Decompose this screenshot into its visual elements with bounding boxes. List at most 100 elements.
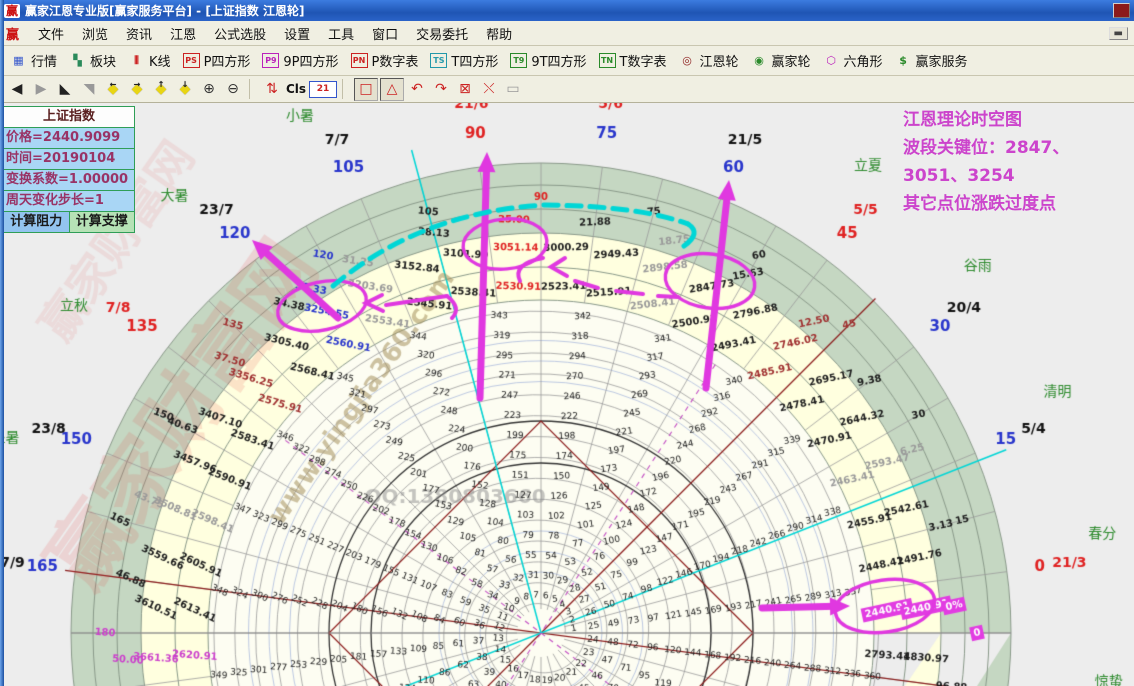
menubar: 赢 文件 浏览 资讯 江恩 公式选股 设置 工具 窗口 交易委托 帮助 ▬ — [0, 21, 1134, 46]
toolbar-button-label: P四方形 — [203, 55, 251, 70]
toolbar-button-dollar[interactable]: $ 赢家服务 — [895, 51, 968, 70]
draw-tool-8[interactable]: ⊕ — [203, 81, 215, 97]
draw-tool-5[interactable]: ◆ → — [126, 79, 148, 100]
annotation-line: 江恩理论时空图 — [903, 110, 1022, 130]
price-field: 价格=2440.9099 — [3, 128, 135, 149]
TN-icon: TN — [598, 53, 616, 68]
minimize-button[interactable]: ▬ — [1108, 26, 1128, 40]
close-icon[interactable] — [1113, 3, 1130, 18]
draw-tool-7[interactable]: ◆ ↓ — [174, 79, 196, 100]
menu-logo-icon: 赢 — [6, 27, 20, 43]
toolbar-button-grid[interactable]: ▦ 行情 — [10, 51, 57, 70]
draw-tool-6[interactable]: ◆ ↑ — [150, 79, 172, 100]
menu-item-7[interactable]: 窗口 — [372, 27, 399, 43]
draw-tool-11[interactable]: ⇅ — [266, 81, 278, 97]
annotation-line: 其它点位涨跌过度点 — [903, 194, 1056, 214]
draw-tool-3[interactable]: ◥ — [83, 81, 95, 97]
hexagon-icon: ⬡ — [826, 54, 836, 67]
grid-icon: ▦ — [13, 54, 24, 67]
toolbar-button-kline[interactable]: ⦀ K线 — [128, 51, 171, 71]
toolbar-button-hexagon[interactable]: ⬡ 六角形 — [823, 51, 883, 70]
arrow-icon: → — [133, 79, 141, 89]
draw-tool-4[interactable]: ◆ ← — [102, 79, 124, 100]
draw-tool-15[interactable]: □ — [354, 77, 378, 101]
menu-item-4[interactable]: 公式选股 — [214, 27, 267, 43]
stock-info-panel: 上证指数 价格=2440.9099 时间=20190104 变换系数=1.000… — [3, 106, 135, 233]
toolbar-button-label: 赢家轮 — [771, 55, 811, 70]
window-left-border — [0, 0, 4, 686]
toolbar-draw: ◀ ▶ ◣ ◥ ◆ ← ◆ → ◆ ↑ ◆ ↓ ⊕ ⊖ ⇅ Cls 21 □ △ ↶ ↷ ⊠ ⤬ ▭ — [0, 76, 1134, 103]
calc-support-button[interactable]: 计算支撑 — [69, 212, 135, 233]
arrow-icon: ← — [109, 79, 117, 89]
coefficient-field: 变换系数=1.00000 — [3, 170, 135, 191]
T9-icon: T9 — [510, 53, 528, 68]
draw-tool-19[interactable]: ⊠ — [459, 81, 471, 97]
toolbar-button-P9[interactable]: P9 9P四方形 — [262, 51, 339, 70]
app-logo-icon: 赢 — [4, 3, 21, 18]
bigwheel-icon: ◉ — [754, 54, 764, 67]
toolbar-button-bigwheel[interactable]: ◉ 赢家轮 — [751, 51, 811, 70]
draw-tool-0[interactable]: ◀ — [11, 81, 23, 97]
draw-tool-9[interactable]: ⊖ — [227, 81, 239, 97]
P9-icon: P9 — [262, 53, 280, 68]
kline-icon: ⦀ — [134, 53, 139, 67]
panel-title: 上证指数 — [3, 106, 135, 128]
arrow-icon: ↓ — [181, 79, 189, 89]
annotation-line: 3051、3254 — [903, 166, 1015, 186]
draw-tool-16[interactable]: △ — [380, 77, 404, 101]
toolbar-button-label: 9P四方形 — [283, 55, 339, 70]
menu-item-5[interactable]: 设置 — [284, 27, 311, 43]
menu-item-9[interactable]: 帮助 — [486, 27, 513, 43]
TS-icon: TS — [430, 53, 448, 68]
dollar-icon: $ — [899, 54, 907, 67]
menu-item-0[interactable]: 文件 — [38, 27, 65, 43]
toolbar-button-label: 赢家服务 — [915, 55, 968, 70]
draw-tool-17[interactable]: ↶ — [411, 81, 423, 97]
draw-tool-2[interactable]: ◣ — [59, 81, 71, 97]
draw-tool-13[interactable]: 21 — [309, 80, 337, 98]
toolbar-button-T9[interactable]: T9 9T四方形 — [510, 51, 587, 70]
toolbar-button-label: 行情 — [31, 55, 58, 70]
window-titlebar[interactable]: 赢 赢家江恩专业版[赢家服务平台] - [上证指数 江恩轮] — [0, 0, 1134, 21]
toolbar-button-label: 江恩轮 — [699, 55, 739, 70]
time-field: 时间=20190104 — [3, 149, 135, 170]
menu-item-6[interactable]: 工具 — [328, 27, 355, 43]
wheel-icon: ◎ — [682, 54, 692, 67]
blocks-icon: ▚ — [73, 54, 82, 67]
draw-tool-21[interactable]: ▭ — [506, 81, 520, 97]
toolbar-separator — [342, 79, 349, 99]
draw-tool-20[interactable]: ⤬ — [483, 81, 495, 97]
PS-icon: PS — [182, 53, 200, 68]
toolbar-button-label: 六角形 — [843, 55, 883, 70]
draw-tool-1[interactable]: ▶ — [35, 81, 47, 97]
toolbar-button-label: T数字表 — [619, 55, 667, 70]
toolbar-button-label: P数字表 — [371, 55, 419, 70]
menu-item-8[interactable]: 交易委托 — [416, 27, 469, 43]
draw-tool-18[interactable]: ↷ — [435, 81, 447, 97]
toolbar-button-blocks[interactable]: ▚ 板块 — [69, 51, 116, 70]
menu-item-2[interactable]: 资讯 — [126, 27, 153, 43]
step-field: 周天变化步长=1 — [3, 191, 135, 212]
draw-tool-12[interactable]: Cls — [285, 82, 307, 96]
menu-item-3[interactable]: 江恩 — [170, 27, 197, 43]
toolbar-button-wheel[interactable]: ◎ 江恩轮 — [679, 51, 739, 70]
toolbar-button-TN[interactable]: TN T数字表 — [598, 51, 667, 70]
toolbar-separator — [249, 79, 256, 99]
toolbar-button-label: 9T四方形 — [531, 55, 587, 70]
annotation-line: 波段关键位：2847、 — [903, 138, 1070, 158]
toolbar-button-label: T四方形 — [451, 55, 499, 70]
calc-resistance-button[interactable]: 计算阻力 — [3, 212, 70, 233]
arrow-icon: ↑ — [157, 79, 165, 89]
toolbar-button-PS[interactable]: PS P四方形 — [182, 51, 251, 70]
toolbar-button-TS[interactable]: TS T四方形 — [430, 51, 498, 70]
toolbar-button-PN[interactable]: PN P数字表 — [350, 51, 419, 70]
window-title: 赢家江恩专业版[赢家服务平台] - [上证指数 江恩轮] — [25, 4, 305, 18]
toolbar-button-label: 板块 — [90, 55, 117, 70]
menu-item-1[interactable]: 浏览 — [82, 27, 109, 43]
PN-icon: PN — [350, 53, 368, 68]
toolbar-button-label: K线 — [149, 55, 171, 70]
annotation-note: 江恩理论时空图 波段关键位：2847、 3051、3254 其它点位涨跌过度点 — [903, 106, 1131, 218]
toolbar-main: ▦ 行情 ▚ 板块 ⦀ K线 PS P四方形 P9 9P四方形 PN P数字表 TS T四方形 T9 9T四方… — [0, 46, 1134, 76]
